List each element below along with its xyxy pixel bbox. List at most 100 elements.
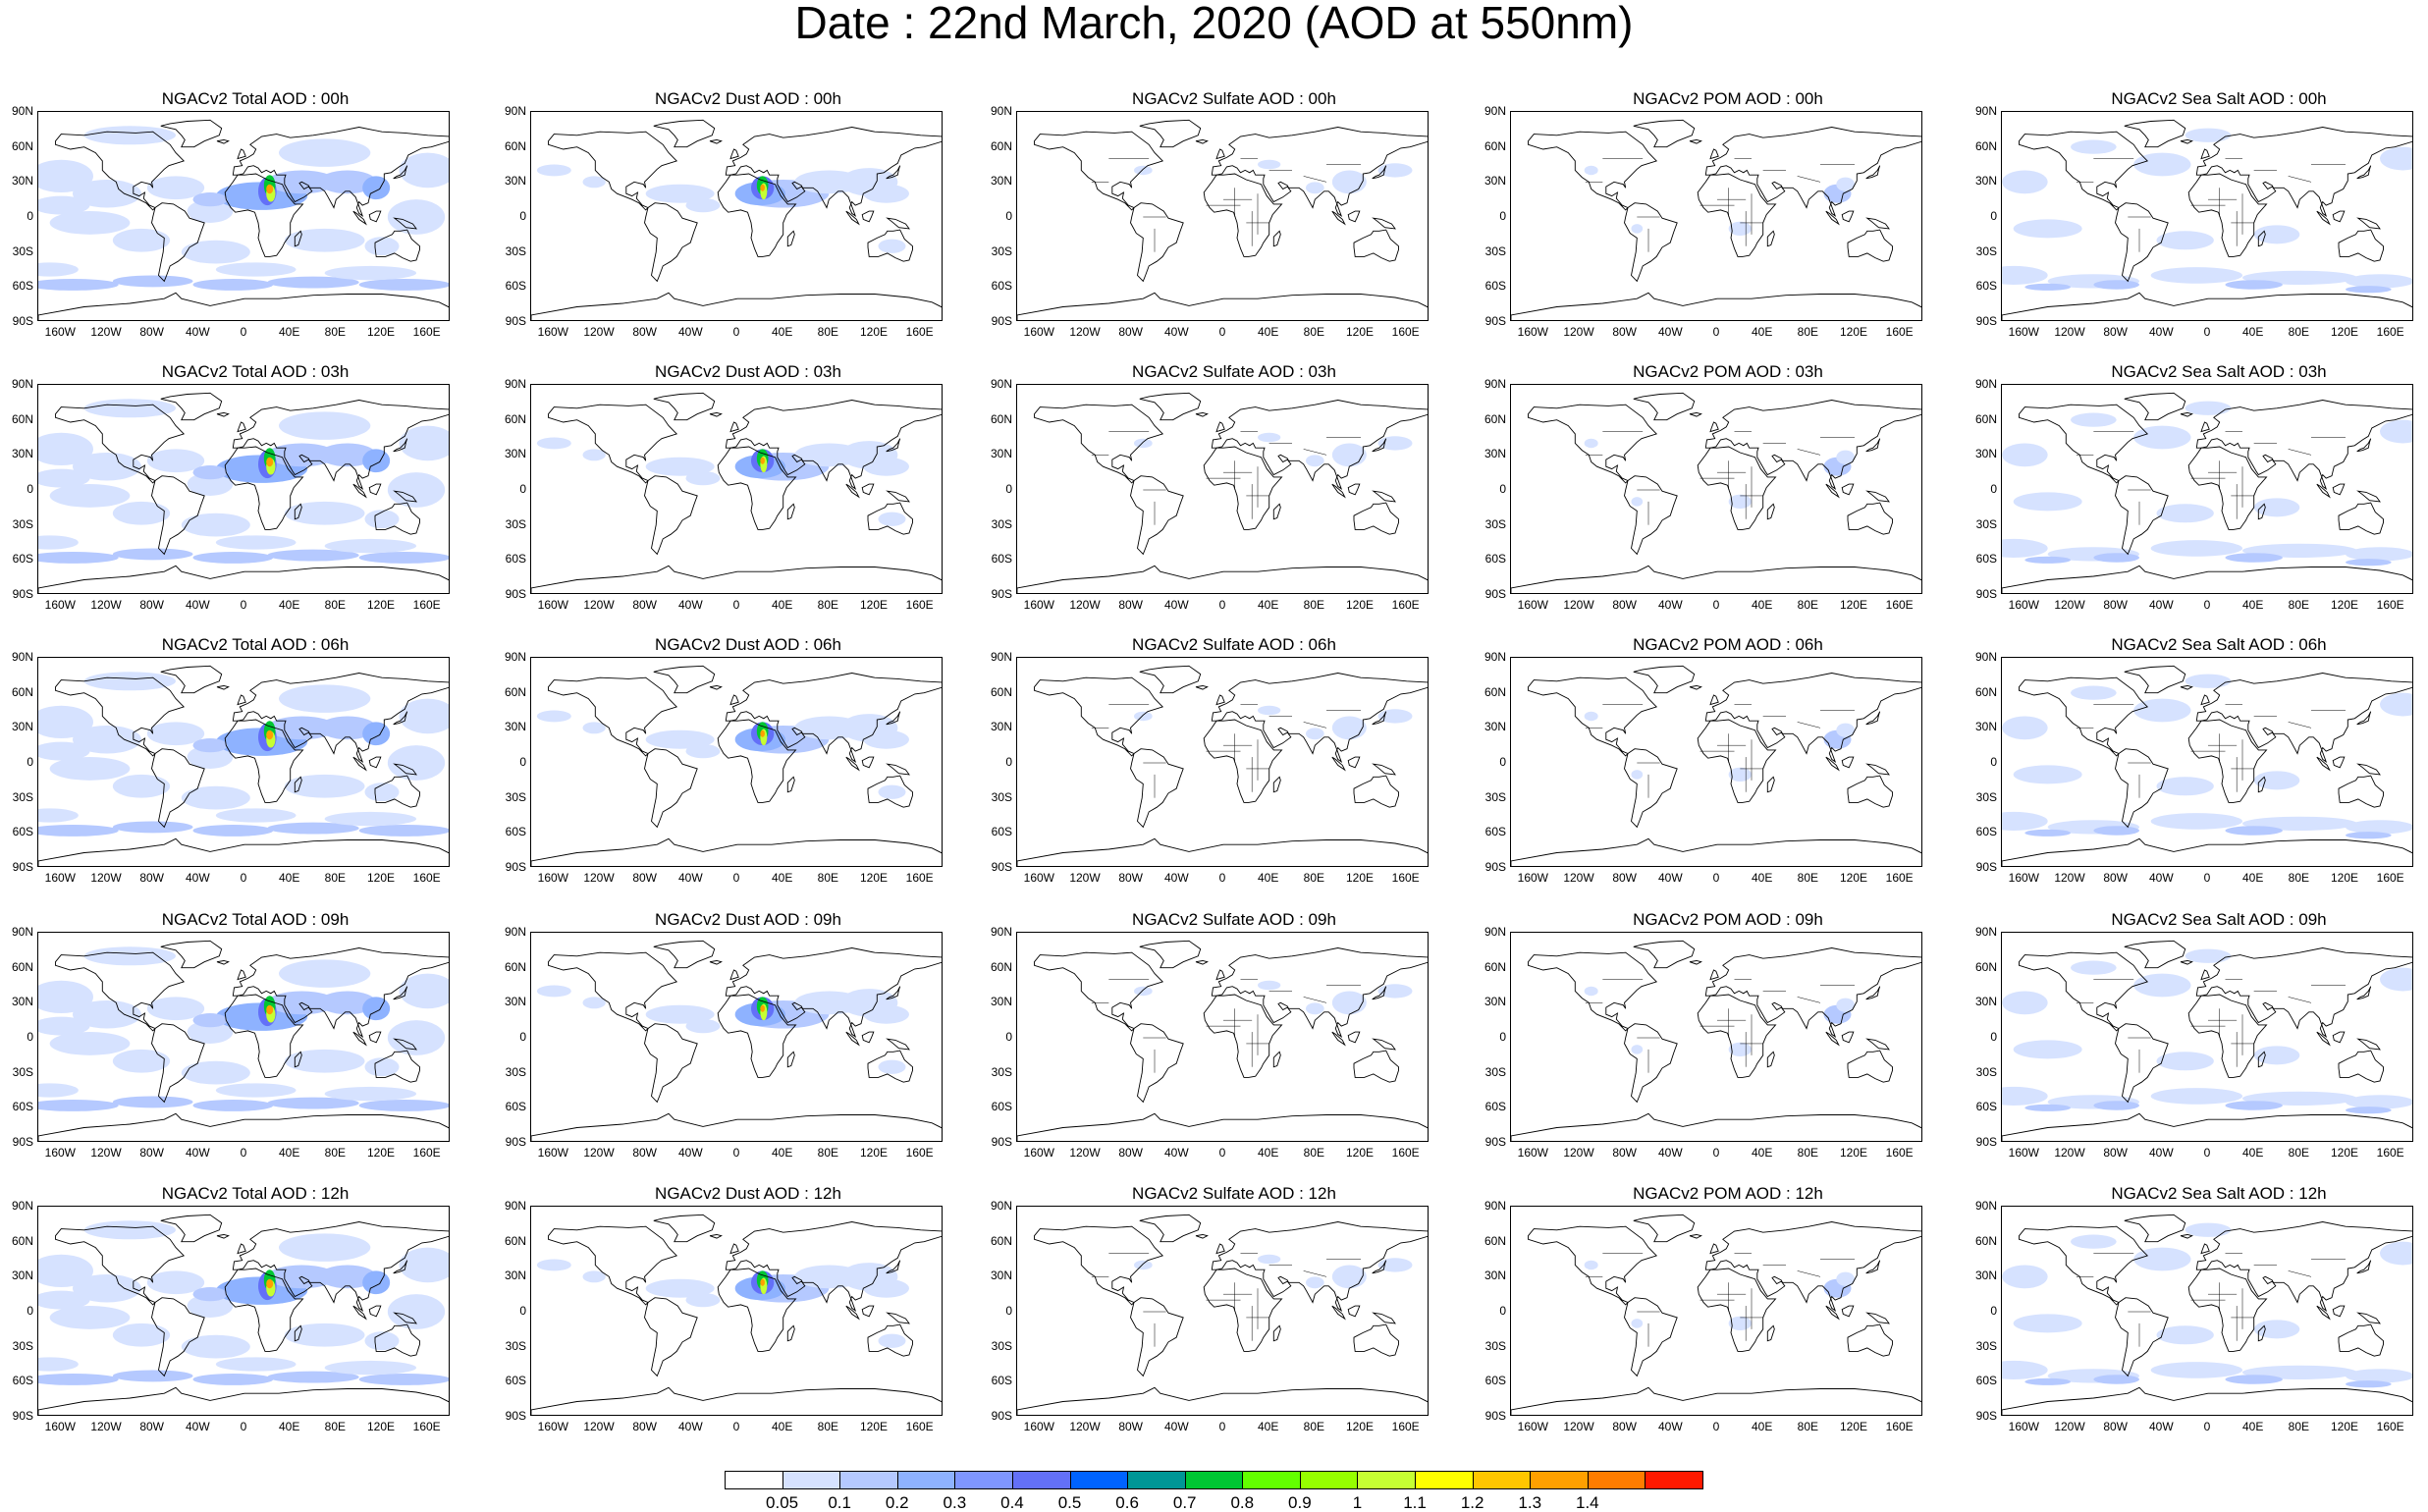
aod-shading — [215, 535, 297, 550]
aod-shading — [2156, 777, 2214, 796]
coastline — [531, 292, 942, 320]
panel-title: NGACv2 Sulfate AOD : 00h — [1132, 89, 1336, 108]
coastline — [232, 673, 449, 763]
aod-shading — [1836, 998, 1855, 1012]
coastline — [393, 763, 417, 776]
aod-shading — [2150, 1088, 2242, 1105]
aod-shading — [192, 1287, 228, 1302]
lat-tick-label: 90N — [1484, 377, 1506, 391]
lat-tick-label: 30N — [990, 720, 1012, 734]
aod-shading — [863, 184, 909, 203]
lon-tick-label: 160E — [905, 1420, 934, 1433]
lon-tick-label: 160E — [1391, 1420, 1420, 1433]
coastline — [2356, 438, 2372, 453]
aod-shading — [1258, 1254, 1281, 1265]
aod-shading — [1836, 450, 1855, 464]
aod-shading — [49, 1032, 131, 1055]
coastline — [653, 665, 716, 694]
coastline — [867, 1050, 913, 1083]
panel-title: NGACv2 Sea Salt AOD : 03h — [2111, 362, 2327, 381]
lon-tick-label: 0 — [1218, 598, 1226, 612]
lat-tick-label: 30N — [990, 1269, 1012, 1283]
coastline — [861, 1031, 875, 1044]
coastline — [393, 438, 408, 453]
lat-tick-label: 0 — [27, 1030, 33, 1044]
map-frame — [1016, 384, 1429, 594]
aod-shading — [685, 470, 721, 486]
map-frame — [530, 932, 943, 1142]
aod-shading — [2071, 960, 2117, 975]
lon-tick-label: 120E — [1345, 871, 1375, 885]
lat-tick-label: 60N — [11, 1233, 33, 1248]
map-panel: NGACv2 Dust AOD : 12h 90N 60N 30N 0 30S 60S 90S… — [493, 1185, 984, 1460]
lat-tick-label: 30N — [990, 174, 1012, 189]
lat-tick-label: 0 — [519, 1030, 526, 1044]
coastline — [1347, 756, 1361, 769]
coastline — [2200, 969, 2210, 981]
aod-shading — [192, 1374, 274, 1385]
coastline — [55, 131, 186, 211]
panel-title: NGACv2 POM AOD : 03h — [1633, 362, 1823, 381]
lon-tick-label: 80E — [817, 1420, 838, 1433]
lat-tick-label: 90S — [1484, 860, 1506, 874]
colorbar-swatch — [1069, 1471, 1129, 1489]
coastline — [845, 1031, 860, 1047]
country-border — [1797, 176, 1821, 183]
lat-tick-label: 90S — [12, 860, 33, 874]
aod-map — [531, 665, 942, 866]
lon-tick-label: 160E — [1885, 1420, 1914, 1433]
colorbar-swatch — [954, 1471, 1013, 1489]
lat-tick-label: 30N — [504, 174, 526, 189]
coastline — [1272, 503, 1281, 520]
aod-shading — [49, 1306, 131, 1329]
aod-shading — [2156, 504, 2214, 523]
coastline — [2316, 483, 2331, 499]
lat-tick-label: 30S — [1484, 516, 1506, 531]
lat-tick-label: 90N — [1974, 104, 1997, 118]
aod-shading — [2133, 1247, 2191, 1271]
lat-tick-label: 60N — [504, 411, 526, 426]
lon-tick-label: 160E — [905, 325, 934, 339]
coastline — [55, 404, 186, 484]
lon-tick-label: 160E — [1885, 871, 1914, 885]
aod-shading — [284, 501, 365, 525]
lon-tick-label: 160W — [44, 325, 76, 339]
coastline — [1372, 165, 1387, 180]
aod-shading — [192, 552, 274, 564]
coastline — [352, 210, 367, 226]
lon-tick-label: 160E — [412, 1420, 441, 1433]
coastline — [1353, 775, 1399, 808]
colorbar-swatch — [1587, 1471, 1646, 1489]
aod-shading — [38, 1100, 119, 1111]
lon-tick-label: 120E — [859, 598, 889, 612]
aod-shading — [267, 549, 359, 562]
lon-tick-label: 40E — [1257, 1146, 1279, 1160]
lat-tick-label: 90N — [504, 1199, 526, 1213]
lon-tick-label: 120W — [90, 325, 122, 339]
aod-shading — [318, 443, 377, 467]
aod-shading — [399, 698, 449, 734]
colorbar-label: 1.3 — [1518, 1493, 1542, 1512]
aod-shading — [267, 1371, 359, 1383]
coastline — [531, 565, 942, 593]
coastline — [1372, 217, 1396, 230]
lon-tick-label: 160E — [1885, 325, 1914, 339]
aod-shading — [38, 1083, 79, 1098]
country-border — [1797, 997, 1821, 1003]
map-frame — [1510, 111, 1922, 321]
panel-title: NGACv2 Total AOD : 00h — [161, 89, 350, 108]
coastline — [393, 165, 408, 180]
map-panel: NGACv2 Sea Salt AOD : 00h 90N 60N 30N 0 30S 60… — [1964, 90, 2428, 365]
map-panel: NGACv2 Sulfate AOD : 03h 90N 60N 30N 0 30S 60S… — [979, 363, 1470, 638]
coastline — [1211, 673, 1428, 763]
map-frame — [2001, 111, 2413, 321]
coastline — [1215, 148, 1225, 160]
lat-tick-label: 30S — [1975, 1338, 1997, 1353]
lon-tick-label: 40E — [771, 1420, 793, 1433]
lon-tick-label: 0 — [240, 325, 247, 339]
lon-tick-label: 120W — [2054, 598, 2085, 612]
aod-shading — [279, 959, 371, 988]
coastline — [1697, 1268, 1777, 1352]
lat-tick-label: 30N — [1974, 995, 1997, 1009]
lat-tick-label: 30N — [11, 995, 33, 1009]
